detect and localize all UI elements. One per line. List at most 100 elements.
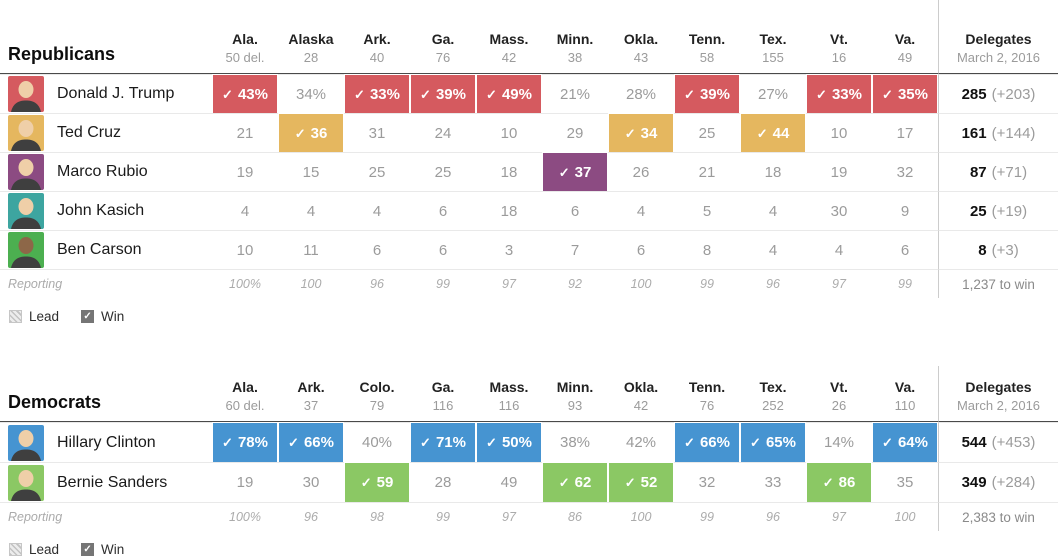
reporting-cell: 98 — [344, 502, 410, 531]
result-cell: 24 — [410, 113, 476, 152]
result-cell: 42% — [608, 422, 674, 462]
reporting-cell: 99 — [410, 502, 476, 531]
candidate-row-clinton: Hillary Clinton ✓ 78% ✓ 66% 40% ✓ 71% ✓ 50% … — [0, 422, 1058, 462]
win-check-icon: ✓ — [756, 125, 768, 141]
result-cell-win: ✓ 62 — [542, 462, 608, 502]
column-header-tenn: Tenn. 58 — [674, 0, 740, 74]
result-cell: 34% — [278, 74, 344, 113]
result-cell: 28 — [410, 462, 476, 502]
reporting-cell: 100 — [872, 502, 938, 531]
win-check-icon: ✓ — [684, 435, 695, 450]
win-check-icon: ✓ — [684, 86, 695, 102]
result-cell: 11 — [278, 230, 344, 269]
reporting-label: Reporting — [0, 502, 212, 531]
result-cell: 32 — [872, 152, 938, 191]
win-check-icon: ✓ — [624, 125, 636, 141]
result-cell-win: ✓ 37 — [542, 152, 608, 191]
candidate-avatar — [8, 76, 44, 112]
win-check-icon: ✓ — [354, 86, 365, 102]
result-cell: 19 — [806, 152, 872, 191]
column-header-ark: Ark. 37 — [278, 366, 344, 422]
win-check-icon: ✓ — [294, 125, 306, 141]
win-check-icon: ✓ — [750, 435, 761, 450]
column-header-va: Va. 49 — [872, 0, 938, 74]
column-header-tenn: Tenn. 76 — [674, 366, 740, 422]
candidate-avatar — [8, 232, 44, 268]
result-cell-win: ✓ 52 — [608, 462, 674, 502]
column-header-ga: Ga. 76 — [410, 0, 476, 74]
result-cell-win: ✓ 39% — [674, 74, 740, 113]
win-check-icon: ✓ — [420, 435, 431, 450]
reporting-cell: 99 — [410, 269, 476, 298]
result-cell-win: ✓ 39% — [410, 74, 476, 113]
result-cell: 18 — [476, 191, 542, 230]
delegates-cell: 544 (+453) — [938, 422, 1058, 462]
result-cell-win: ✓ 44 — [740, 113, 806, 152]
result-cell: 6 — [410, 191, 476, 230]
reporting-cell: 97 — [476, 502, 542, 531]
legend-win-label: Win — [101, 309, 125, 324]
reporting-cell: 100% — [212, 269, 278, 298]
candidate-row-cruz: Ted Cruz 21 ✓ 36 31 24 10 29 ✓ 34 25 ✓ 44 1… — [0, 113, 1058, 152]
result-cell: 28% — [608, 74, 674, 113]
result-cell: 18 — [740, 152, 806, 191]
candidate-name: Marco Rubio — [57, 163, 148, 180]
delegates-header: Delegates March 2, 2016 — [938, 0, 1058, 74]
result-cell: 4 — [278, 191, 344, 230]
result-cell-win: ✓ 66% — [674, 422, 740, 462]
reporting-cell: 97 — [476, 269, 542, 298]
delegates-to-win: 1,237 to win — [938, 269, 1058, 298]
lead-swatch-icon — [9, 310, 22, 323]
result-cell: 21% — [542, 74, 608, 113]
win-check-icon: ✓ — [288, 435, 299, 450]
party-title-republicans: Republicans — [0, 0, 212, 74]
result-cell-win: ✓ 33% — [806, 74, 872, 113]
delegates-cell: 161 (+144) — [938, 113, 1058, 152]
column-header-tex: Tex. 155 — [740, 0, 806, 74]
candidate-row-rubio: Marco Rubio 19 15 25 25 18 ✓ 37 26 21 18 … — [0, 152, 1058, 191]
result-cell: 6 — [608, 230, 674, 269]
candidate-name: Donald J. Trump — [57, 85, 175, 102]
candidate-avatar — [8, 193, 44, 229]
democrats-header-row: Democrats Ala. 60 del. Ark. 37 Colo. 79 Ga.… — [0, 366, 1058, 422]
candidate-cell: Hillary Clinton — [0, 422, 212, 462]
reporting-cell: 92 — [542, 269, 608, 298]
legend-lead-label: Lead — [29, 542, 60, 557]
win-check-icon: ✓ — [558, 164, 570, 180]
legend: Lead ✓ Win — [0, 531, 1058, 557]
delegates-cell: 25 (+19) — [938, 191, 1058, 230]
reporting-cell: 97 — [806, 269, 872, 298]
candidate-cell: Donald J. Trump — [0, 74, 212, 113]
result-cell-win: ✓ 36 — [278, 113, 344, 152]
reporting-cell: 96 — [740, 269, 806, 298]
result-cell: 4 — [344, 191, 410, 230]
result-cell-win: ✓ 86 — [806, 462, 872, 502]
legend-item-win: ✓ Win — [81, 542, 124, 557]
result-cell-win: ✓ 64% — [872, 422, 938, 462]
column-header-minn: Minn. 38 — [542, 0, 608, 74]
column-header-ala: Ala. 60 del. — [212, 366, 278, 422]
column-header-tex: Tex. 252 — [740, 366, 806, 422]
win-swatch-icon: ✓ — [81, 310, 95, 323]
result-cell-win: ✓ 59 — [344, 462, 410, 502]
column-header-minn: Minn. 93 — [542, 366, 608, 422]
result-cell: 29 — [542, 113, 608, 152]
win-check-icon: ✓ — [222, 86, 233, 102]
candidate-cell: Bernie Sanders — [0, 462, 212, 502]
legend-item-lead: Lead — [9, 542, 59, 557]
win-check-icon: ✓ — [486, 86, 497, 102]
result-cell: 49 — [476, 462, 542, 502]
candidate-name: Ben Carson — [57, 241, 142, 258]
win-check-icon: ✓ — [882, 435, 893, 450]
result-cell-win: ✓ 43% — [212, 74, 278, 113]
candidate-name: John Kasich — [57, 202, 145, 219]
result-cell: 21 — [212, 113, 278, 152]
result-cell-win: ✓ 35% — [872, 74, 938, 113]
candidate-row-sanders: Bernie Sanders 19 30 ✓ 59 28 49 ✓ 62 ✓ 52 3… — [0, 462, 1058, 502]
result-cell: 32 — [674, 462, 740, 502]
result-cell-win: ✓ 78% — [212, 422, 278, 462]
democrats-results-table: Democrats Ala. 60 del. Ark. 37 Colo. 79 Ga.… — [0, 366, 1058, 531]
column-header-va: Va. 110 — [872, 366, 938, 422]
candidate-name: Hillary Clinton — [57, 433, 156, 451]
column-header-ga: Ga. 116 — [410, 366, 476, 422]
